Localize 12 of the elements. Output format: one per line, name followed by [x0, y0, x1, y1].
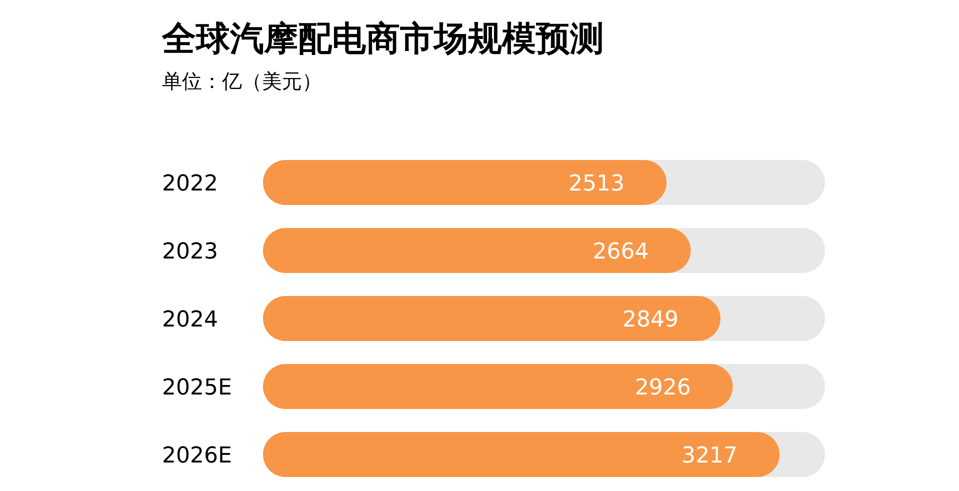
- chart-title: 全球汽摩配电商市场规模预测: [161, 19, 604, 59]
- data-label: 2849: [622, 308, 678, 332]
- y-tick-label: 2026E: [162, 444, 232, 468]
- chart-subtitle: 单位：亿（美元）: [162, 69, 322, 93]
- y-tick-label: 2025E: [162, 376, 232, 400]
- data-label: 3217: [682, 444, 738, 468]
- y-tick-label: 2022: [162, 172, 218, 196]
- y-tick-label: 2024: [162, 308, 218, 332]
- data-label: 2926: [634, 376, 691, 400]
- data-label: 2664: [592, 240, 649, 264]
- y-tick-label: 2023: [162, 240, 218, 264]
- data-label: 2513: [568, 172, 625, 196]
